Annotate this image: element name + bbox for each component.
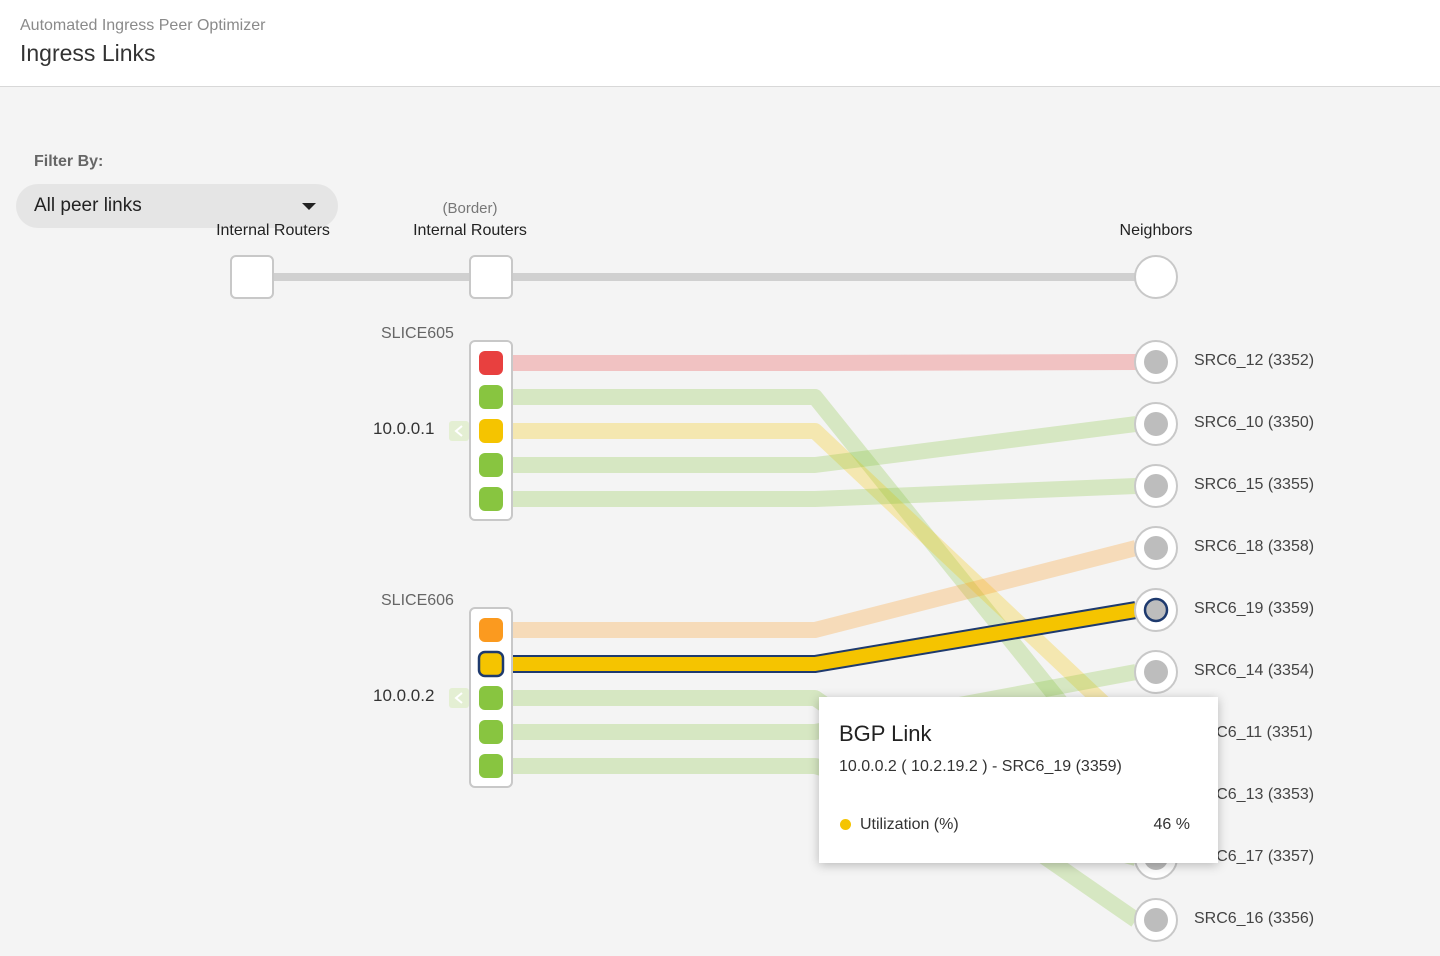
neighbor-node-dot (1144, 660, 1168, 684)
bgp-link-tooltip: BGP Link 10.0.0.2 ( 10.2.19.2 ) - SRC6_1… (819, 697, 1218, 863)
app-title: Automated Ingress Peer Optimizer (20, 17, 266, 34)
page-title: Ingress Links (20, 40, 156, 66)
ingress-link-flow[interactable] (491, 354, 1137, 371)
link-status-indicator[interactable] (479, 419, 503, 443)
tooltip-metric-label: Utilization (%) (860, 816, 959, 833)
neighbor-label: SRC6_11 (3351) (1194, 724, 1313, 741)
link-status-indicator[interactable] (479, 385, 503, 409)
neighbor-label: SRC6_14 (3354) (1194, 662, 1315, 679)
utilization-dot-icon (840, 819, 851, 830)
slice-name-605: SLICE605 (381, 325, 454, 342)
column-sublabel-border: (Border) (442, 200, 498, 217)
link-status-indicator[interactable] (479, 487, 503, 511)
router-ip-606: 10.0.0.2 (373, 686, 435, 705)
neighbor-label: SRC6_19 (3359) (1194, 600, 1315, 617)
neighbor-node-dot (1144, 908, 1168, 932)
peer-links-filter-dropdown[interactable]: All peer links (16, 184, 338, 228)
neighbors-column-node[interactable] (1134, 255, 1178, 299)
neighbor-label: SRC6_15 (3355) (1194, 476, 1315, 493)
ingress-link-flow[interactable] (491, 416, 1138, 473)
neighbor-label: SRC6_10 (3350) (1194, 414, 1315, 431)
tooltip-metric-value: 46 % (1153, 816, 1190, 833)
chevron-left-icon (454, 425, 463, 437)
internal-routers-column-node[interactable] (230, 255, 274, 299)
neighbor-label: SRC6_18 (3358) (1194, 538, 1315, 555)
page-header: Automated Ingress Peer Optimizer Ingress… (0, 0, 1440, 87)
link-status-indicator[interactable] (479, 720, 503, 744)
link-status-indicator[interactable] (479, 453, 503, 477)
neighbor-node-dot (1144, 350, 1168, 374)
ingress-link-flow[interactable] (491, 664, 1138, 740)
neighbor-node-dot (1144, 474, 1168, 498)
neighbor-label: SRC6_12 (3352) (1194, 352, 1315, 369)
tooltip-description: 10.0.0.2 ( 10.2.19.2 ) - SRC6_19 (3359) (839, 758, 1122, 775)
collapse-chevron-button[interactable] (449, 688, 469, 708)
slice-name-606: SLICE606 (381, 592, 454, 609)
neighbor-label: SRC6_13 (3353) (1194, 786, 1315, 803)
tooltip-title: BGP Link (839, 721, 932, 746)
neighbor-node-dot (1144, 412, 1168, 436)
column-label-internal-routers: Internal Routers (216, 222, 330, 239)
neighbor-label: SRC6_16 (3356) (1194, 910, 1315, 927)
link-status-indicator[interactable] (479, 351, 503, 375)
link-status-indicator[interactable] (479, 618, 503, 642)
filter-label: Filter By: (34, 153, 104, 170)
neighbor-node-dot (1143, 597, 1169, 623)
link-status-indicator[interactable] (479, 754, 503, 778)
router-ip-605: 10.0.0.1 (373, 419, 435, 438)
link-status-indicator[interactable] (477, 650, 505, 678)
link-status-indicator[interactable] (479, 686, 503, 710)
column-label-border-routers: Internal Routers (413, 222, 527, 239)
neighbor-node-dot (1144, 536, 1168, 560)
collapse-chevron-button[interactable] (449, 421, 469, 441)
caret-down-icon (302, 203, 316, 210)
filter-selected-value: All peer links (34, 195, 142, 216)
neighbor-label: SRC6_17 (3357) (1194, 848, 1315, 865)
border-routers-column-node[interactable] (469, 255, 513, 299)
ingress-link-flow[interactable] (491, 389, 1143, 802)
column-label-neighbors: Neighbors (1119, 222, 1193, 239)
ingress-link-flow[interactable] (491, 540, 1138, 638)
ingress-link-flow[interactable] (491, 478, 1137, 507)
selected-link-flow[interactable] (491, 603, 1138, 671)
chevron-left-icon (454, 692, 463, 704)
link-flows (491, 354, 1143, 927)
